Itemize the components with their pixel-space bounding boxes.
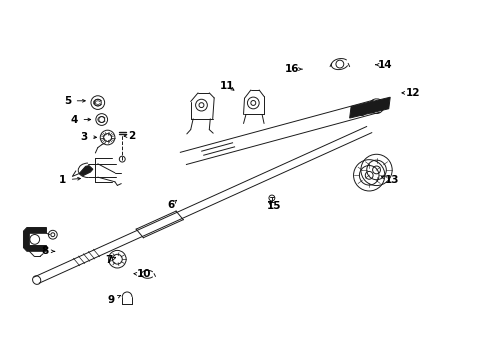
Polygon shape [23, 228, 46, 251]
Text: 7: 7 [104, 255, 112, 265]
Text: 2: 2 [128, 131, 135, 141]
Text: 3: 3 [81, 132, 87, 142]
Text: 9: 9 [108, 294, 115, 305]
Text: 13: 13 [384, 175, 399, 185]
Text: 16: 16 [285, 64, 299, 74]
Polygon shape [349, 97, 389, 118]
Text: 10: 10 [137, 269, 151, 279]
Text: 6: 6 [167, 200, 174, 210]
Text: 1: 1 [59, 175, 66, 185]
Text: 5: 5 [64, 96, 71, 106]
Text: 8: 8 [41, 246, 48, 256]
Text: 4: 4 [70, 114, 78, 125]
Text: 12: 12 [405, 88, 420, 98]
Text: 11: 11 [220, 81, 234, 91]
Text: 15: 15 [266, 201, 281, 211]
Polygon shape [79, 166, 93, 176]
Text: 14: 14 [377, 60, 392, 70]
